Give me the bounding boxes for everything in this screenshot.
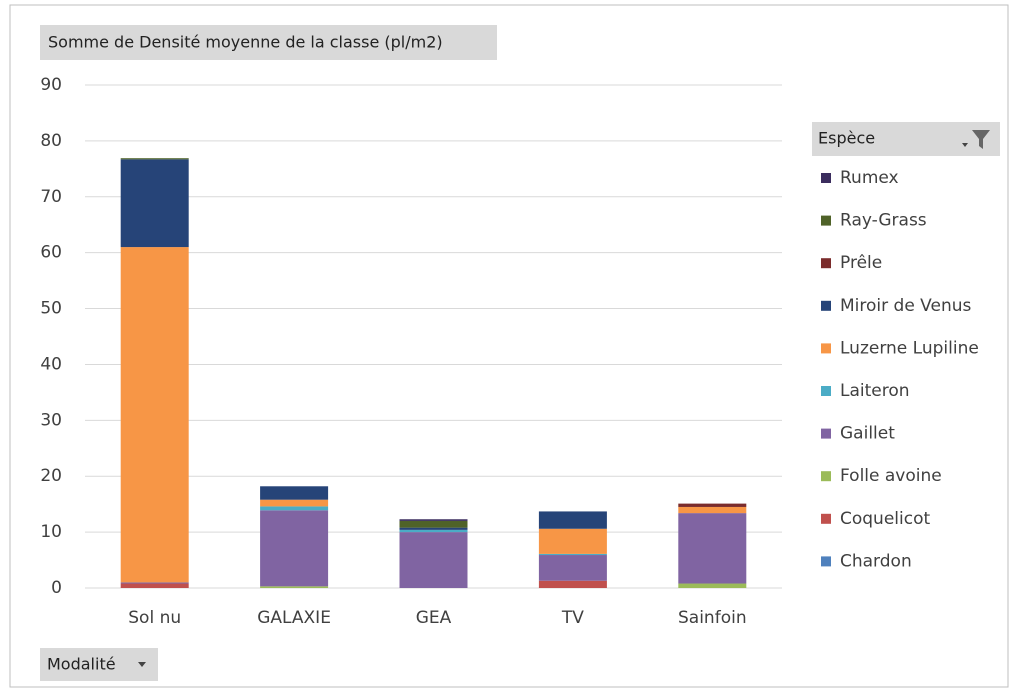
bar-segment — [538, 553, 607, 556]
bar-segment — [678, 583, 747, 588]
chart-title: Somme de Densité moyenne de la classe (p… — [48, 33, 443, 52]
bar-segment — [120, 158, 189, 160]
y-tick-label: 40 — [40, 354, 62, 374]
bar-segment — [260, 499, 329, 507]
bar-segment — [538, 580, 607, 588]
legend-swatch — [821, 300, 831, 311]
y-tick-label: 0 — [51, 578, 62, 598]
legend-swatch — [821, 258, 831, 269]
legend-swatch — [821, 343, 831, 354]
y-tick-label: 20 — [40, 466, 62, 486]
filter-label: Modalité — [47, 655, 116, 674]
bar-segment — [120, 582, 189, 584]
legend-swatch — [821, 173, 831, 183]
y-tick-label: 30 — [40, 410, 62, 430]
legend-label: Coquelicot — [840, 509, 930, 529]
x-tick-label: TV — [561, 608, 584, 628]
bar-segment — [260, 506, 329, 511]
legend-label: Gaillet — [840, 424, 895, 444]
legend-header[interactable] — [812, 122, 1000, 156]
y-tick-label: 80 — [40, 131, 62, 151]
bar-segment — [399, 529, 468, 533]
legend-swatch — [821, 513, 831, 524]
y-tick-label: 90 — [40, 75, 62, 95]
filter-button[interactable] — [40, 648, 158, 681]
legend-title: Espèce — [818, 129, 875, 148]
bar-segment — [399, 527, 468, 530]
legend-label: Folle avoine — [840, 466, 942, 486]
legend-swatch — [821, 471, 831, 482]
bar-segment — [399, 520, 468, 528]
bar-segment — [678, 506, 747, 514]
legend-label: Rumex — [840, 168, 899, 188]
bar-segment — [120, 247, 189, 583]
filter-icon — [972, 130, 990, 149]
bar-segment — [678, 503, 747, 507]
legend-swatch — [821, 556, 831, 567]
x-tick-label: GALAXIE — [257, 608, 331, 628]
bar-segment — [260, 486, 329, 500]
bar-segment — [399, 532, 468, 588]
dropdown-icon — [962, 143, 968, 147]
y-tick-label: 10 — [40, 522, 62, 542]
x-tick-label: Sainfoin — [678, 608, 747, 628]
bar-segment — [399, 519, 468, 521]
x-tick-label: Sol nu — [128, 608, 181, 628]
legend-label: Miroir de Venus — [840, 296, 971, 316]
bar-segment — [260, 510, 329, 587]
title-button[interactable] — [40, 25, 497, 60]
y-tick-label: 50 — [40, 299, 62, 319]
bar-segment — [120, 583, 189, 588]
bar-segment — [678, 513, 747, 584]
legend-label: Ray-Grass — [840, 211, 927, 231]
legend-swatch — [821, 215, 831, 226]
legend-label: Laiteron — [840, 381, 910, 401]
legend-label: Chardon — [840, 551, 912, 571]
legend-swatch — [821, 428, 831, 439]
legend-label: Luzerne Lupiline — [840, 338, 979, 358]
bar-segment — [538, 528, 607, 554]
bar-segment — [260, 586, 329, 588]
legend-swatch — [821, 386, 831, 396]
y-tick-label: 70 — [40, 187, 62, 207]
dropdown-icon — [138, 662, 146, 667]
bar-segment — [538, 555, 607, 581]
bar-segment — [120, 159, 189, 248]
bar-segment — [538, 511, 607, 529]
y-tick-label: 60 — [40, 243, 62, 263]
x-tick-label: GEA — [416, 608, 452, 628]
legend-label: Prêle — [840, 253, 882, 273]
